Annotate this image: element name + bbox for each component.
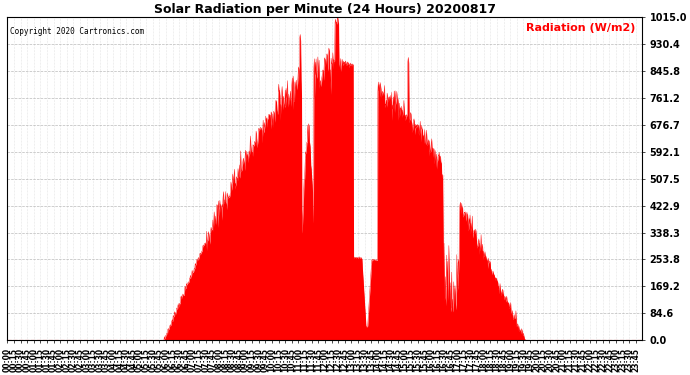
Text: Copyright 2020 Cartronics.com: Copyright 2020 Cartronics.com bbox=[10, 27, 145, 36]
Text: Radiation (W/m2): Radiation (W/m2) bbox=[526, 23, 635, 33]
Title: Solar Radiation per Minute (24 Hours) 20200817: Solar Radiation per Minute (24 Hours) 20… bbox=[154, 3, 495, 16]
